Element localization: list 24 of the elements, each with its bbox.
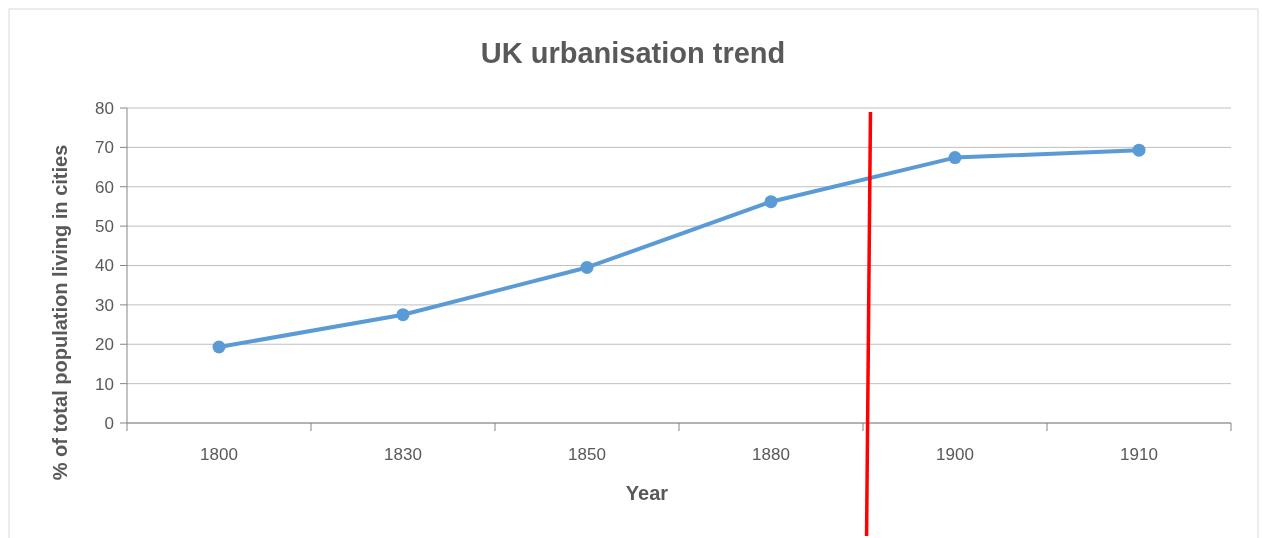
y-tick-label: 0	[104, 413, 114, 433]
point	[948, 151, 962, 165]
y-tick-label: 80	[95, 98, 114, 118]
y-tick-label: 70	[95, 138, 114, 158]
point	[396, 308, 410, 322]
x-tick-label: 1900	[936, 445, 974, 464]
x-tick-label: 1910	[1120, 445, 1158, 464]
x-tick-label: 1830	[384, 445, 422, 464]
point	[1132, 143, 1146, 157]
point	[212, 340, 226, 354]
x-tick-label: 1800	[200, 445, 238, 464]
y-axis-title: % of total population living in cities	[49, 144, 71, 481]
y-tick-label: 60	[95, 177, 114, 197]
x-tick-label: 1850	[568, 445, 606, 464]
y-tick-label: 30	[95, 295, 114, 315]
y-tick-label: 10	[95, 374, 114, 394]
x-axis-title: Year	[625, 482, 669, 504]
y-tick-label: 40	[95, 256, 114, 276]
point	[580, 260, 594, 274]
y-tick-label: 20	[95, 335, 114, 355]
y-tick-label: 50	[95, 217, 114, 237]
chart-title: UK urbanisation trend	[480, 37, 786, 69]
point	[764, 195, 778, 209]
x-tick-label: 1880	[752, 445, 790, 464]
